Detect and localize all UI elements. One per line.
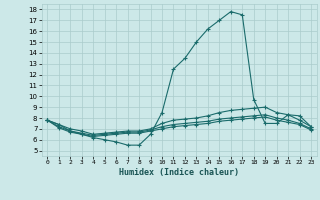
X-axis label: Humidex (Indice chaleur): Humidex (Indice chaleur): [119, 168, 239, 177]
